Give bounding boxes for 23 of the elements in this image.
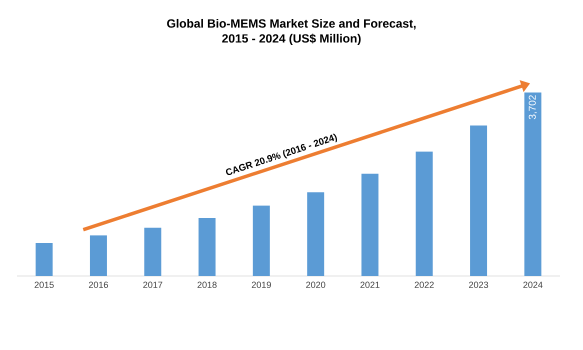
x-tick-label: 2016 xyxy=(88,282,108,288)
bar xyxy=(470,126,488,276)
x-tick-label: 2022 xyxy=(414,282,434,288)
x-tick-label: 2020 xyxy=(306,282,326,288)
bar xyxy=(252,206,270,276)
x-tick-label: 2023 xyxy=(469,282,488,288)
bar xyxy=(90,235,107,276)
annotation: CAGR 20.9% (2016 - 2024) xyxy=(226,134,338,176)
bar xyxy=(524,92,542,276)
x-tick-label: 2015 xyxy=(34,282,54,288)
bar xyxy=(416,152,433,276)
bar xyxy=(144,228,162,276)
x-tick-label: 2018 xyxy=(198,282,217,288)
chart-title: Global Bio-MEMS Market Size and Forecast, 2015 - 2024 (US$ Million) xyxy=(167,18,416,46)
x-tick-label: 2021 xyxy=(360,282,380,288)
x-tick-label: 2017 xyxy=(143,282,162,288)
x-tick-label: 2019 xyxy=(252,282,271,288)
data-label: 3,702 xyxy=(528,95,537,120)
bar xyxy=(198,218,216,276)
bar xyxy=(361,174,378,276)
bar xyxy=(307,192,324,276)
x-tick-label: 2024 xyxy=(523,282,543,288)
bar xyxy=(36,242,53,276)
